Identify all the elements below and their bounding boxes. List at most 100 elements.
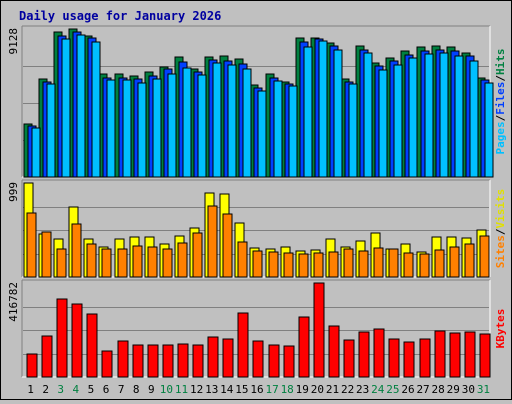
- visits-sites-bar-sites-day-8: [132, 245, 143, 278]
- x-tick-label-day-25: 25: [386, 383, 399, 396]
- visits-sites-bar-sites-day-7: [117, 248, 128, 278]
- kbytes-bar-kbytes-day-9: [147, 344, 159, 378]
- visits-sites-bar-sites-day-18: [283, 252, 294, 278]
- visits-sites-bar-sites-day-30: [464, 243, 475, 278]
- hits-files-pages-legend-separator: /: [494, 75, 507, 82]
- hits-files-pages-bar-pages-day-22: [348, 83, 358, 178]
- visits-sites-bar-sites-day-2: [41, 231, 52, 278]
- kbytes-bar-kbytes-day-11: [177, 343, 189, 378]
- visits-sites-legend-separator: /: [494, 228, 507, 235]
- hits-files-pages-bar-pages-day-16: [257, 90, 267, 178]
- visits-sites-bar-sites-day-21: [328, 251, 339, 278]
- kbytes-bar-kbytes-day-16: [252, 340, 264, 378]
- kbytes-bar-kbytes-day-12: [192, 344, 204, 378]
- visits-sites-bar-sites-day-1: [26, 212, 37, 278]
- hits-files-pages-legend-label: Pages/Files/Hits: [494, 49, 507, 155]
- hits-files-pages-bar-pages-day-14: [227, 64, 237, 178]
- hits-files-pages-bar-pages-day-12: [197, 74, 207, 178]
- visits-sites-bar-sites-day-23: [358, 250, 369, 278]
- visits-sites-legend-visits: Visits: [494, 189, 507, 229]
- x-tick-label-day-4: 4: [73, 383, 80, 396]
- visits-sites-bar-sites-day-16: [252, 250, 263, 278]
- kbytes-bar-kbytes-day-27: [419, 338, 431, 378]
- visits-sites-legend-sites: Sites: [494, 235, 507, 268]
- hits-files-pages-bar-pages-day-21: [333, 49, 343, 178]
- visits-sites-bar-sites-day-3: [56, 248, 67, 278]
- hits-files-pages-bar-pages-day-17: [273, 80, 283, 178]
- x-tick-label-day-7: 7: [118, 383, 125, 396]
- x-tick-label-day-5: 5: [88, 383, 95, 396]
- hits-files-pages-legend-separator: /: [494, 114, 507, 121]
- kbytes-legend-label: KBytes: [494, 309, 507, 349]
- x-tick-label-day-28: 28: [432, 383, 445, 396]
- hits-files-pages-bar-pages-day-9: [152, 78, 162, 178]
- kbytes-bar-kbytes-day-22: [343, 339, 355, 378]
- hits-files-pages-bar-pages-day-11: [182, 67, 192, 178]
- hits-files-pages-bar-pages-day-4: [76, 34, 86, 178]
- hits-files-pages-bar-pages-day-8: [137, 82, 147, 178]
- hits-files-pages-ymax-label: 9128: [7, 28, 20, 55]
- hits-files-pages-bar-pages-day-19: [303, 46, 313, 178]
- kbytes-bar-kbytes-day-8: [132, 344, 144, 378]
- visits-sites-bar-sites-day-11: [177, 242, 188, 278]
- hits-files-pages-bar-pages-day-25: [393, 64, 403, 178]
- kbytes-bar-kbytes-day-17: [268, 344, 280, 378]
- visits-sites-ymax-label: 999: [7, 182, 20, 202]
- x-tick-label-day-2: 2: [42, 383, 49, 396]
- hits-files-pages-legend-pages: Pages: [494, 121, 507, 154]
- hits-files-pages-bar-pages-day-23: [363, 52, 373, 178]
- kbytes-bar-kbytes-day-26: [403, 341, 415, 378]
- kbytes-bar-kbytes-day-3: [56, 298, 68, 378]
- hits-files-pages-bar-pages-day-31: [484, 82, 494, 178]
- hits-files-pages-bar-pages-day-28: [439, 52, 449, 178]
- hits-files-pages-bar-pages-day-29: [454, 55, 464, 178]
- x-tick-label-day-30: 30: [462, 383, 475, 396]
- hits-files-pages-bar-pages-day-6: [106, 79, 116, 178]
- x-tick-label-day-31: 31: [477, 383, 490, 396]
- visits-sites-bar-sites-day-10: [162, 248, 173, 278]
- kbytes-bar-kbytes-day-15: [237, 312, 249, 378]
- kbytes-bar-kbytes-day-19: [298, 316, 310, 378]
- x-tick-label-day-22: 22: [341, 383, 354, 396]
- x-tick-label-day-18: 18: [281, 383, 294, 396]
- kbytes-bar-kbytes-day-23: [358, 331, 370, 378]
- visits-sites-bar-sites-day-17: [268, 251, 279, 278]
- visits-sites-bar-sites-day-4: [71, 223, 82, 278]
- x-tick-label-day-17: 17: [265, 383, 278, 396]
- hits-files-pages-legend-files: Files: [494, 82, 507, 115]
- kbytes-bar-kbytes-day-5: [86, 313, 98, 378]
- visits-sites-bar-sites-day-15: [237, 241, 248, 278]
- kbytes-bar-kbytes-day-29: [449, 332, 461, 378]
- x-tick-label-day-27: 27: [416, 383, 429, 396]
- hits-files-pages-bar-pages-day-2: [46, 83, 56, 178]
- kbytes-legend-kbytes: KBytes: [494, 309, 507, 349]
- hits-files-pages-bar-pages-day-18: [288, 85, 298, 178]
- x-tick-label-day-3: 3: [57, 383, 64, 396]
- visits-sites-bar-sites-day-19: [298, 253, 309, 278]
- x-tick-label-day-1: 1: [27, 383, 34, 396]
- hits-files-pages-bar-pages-day-24: [378, 69, 388, 178]
- x-tick-label-day-14: 14: [220, 383, 234, 396]
- x-tick-label-day-21: 21: [326, 383, 339, 396]
- x-tick-label-day-12: 12: [190, 383, 203, 396]
- kbytes-bar-kbytes-day-13: [207, 336, 219, 378]
- kbytes-bar-kbytes-day-10: [162, 344, 174, 378]
- visits-sites-bar-sites-day-20: [313, 252, 324, 278]
- kbytes-bar-kbytes-day-4: [71, 303, 83, 378]
- visits-sites-bar-sites-day-12: [192, 232, 203, 278]
- x-tick-label-day-26: 26: [401, 383, 414, 396]
- x-tick-label-day-24: 24: [371, 383, 385, 396]
- hits-files-pages-bar-pages-day-5: [91, 41, 101, 178]
- x-tick-label-day-8: 8: [133, 383, 140, 396]
- x-tick-label-day-23: 23: [356, 383, 369, 396]
- hits-files-pages-bar-pages-day-20: [318, 40, 328, 178]
- hits-files-pages-bar-pages-day-3: [61, 38, 71, 178]
- visits-sites-bar-sites-day-31: [479, 235, 490, 278]
- visits-sites-bar-sites-day-28: [434, 249, 445, 278]
- hits-files-pages-bar-pages-day-7: [122, 79, 132, 178]
- visits-sites-bar-sites-day-29: [449, 246, 460, 278]
- visits-sites-bar-sites-day-25: [388, 248, 399, 278]
- kbytes-bar-kbytes-day-31: [479, 333, 491, 378]
- x-tick-label-day-16: 16: [250, 383, 263, 396]
